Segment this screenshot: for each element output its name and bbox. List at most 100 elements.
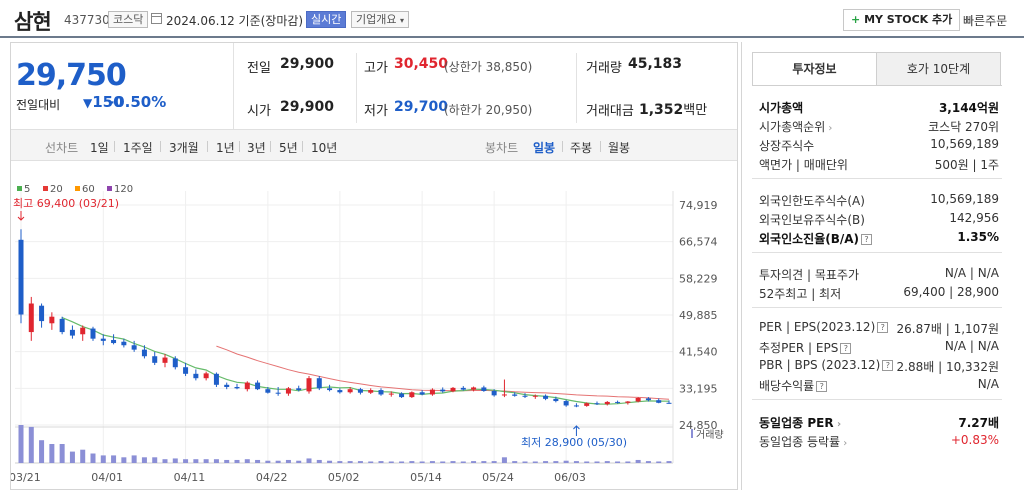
candle-body <box>501 394 507 396</box>
period-1d[interactable]: 1일 <box>90 141 109 155</box>
candle-body <box>512 394 518 396</box>
volume-bar <box>152 457 158 463</box>
divider <box>207 141 208 152</box>
y-tick-label: 33,195 <box>679 382 718 395</box>
change-percent: -0.50% <box>108 93 167 111</box>
volume-bar <box>59 444 65 463</box>
candle-body <box>69 329 75 336</box>
add-mystock-button[interactable]: + MY STOCK 추가 <box>843 9 961 31</box>
quick-order-link[interactable]: 빠른주문 <box>963 14 1008 28</box>
volume-legend-swatch <box>691 429 693 438</box>
tab-orderbook-10[interactable]: 호가 10단계 <box>876 52 1001 86</box>
candle-body <box>141 349 147 357</box>
candle-body <box>357 389 363 393</box>
volume-bar <box>399 461 405 463</box>
period-3y[interactable]: 3년 <box>247 141 266 155</box>
help-icon[interactable]: ? <box>840 343 852 354</box>
period-1y[interactable]: 1년 <box>216 141 235 155</box>
candle-weekly[interactable]: 주봉 <box>570 141 593 155</box>
candle-body <box>234 386 240 389</box>
candle-body <box>172 358 178 368</box>
candle-body <box>183 367 189 374</box>
volume-bar <box>306 458 312 463</box>
current-price: 29,750 <box>16 58 127 93</box>
volume-bar <box>234 459 240 463</box>
candle-body <box>347 389 353 393</box>
max-annotation: 최고 69,400 (03/21) <box>13 197 119 210</box>
divider <box>562 141 563 152</box>
divider <box>752 252 1002 253</box>
candle-daily[interactable]: 일봉 <box>533 141 556 155</box>
high-value: 30,450 <box>394 56 449 72</box>
candle-body <box>49 316 55 324</box>
help-icon[interactable]: ? <box>877 322 889 333</box>
period-5y[interactable]: 5년 <box>279 141 298 155</box>
period-10y[interactable]: 10년 <box>311 141 338 155</box>
volume-bar <box>532 461 538 463</box>
low-value: 29,700 <box>394 99 449 115</box>
candle-body <box>481 387 487 391</box>
info-row-value: 3,144억원 <box>938 101 999 115</box>
realtime-badge[interactable]: 실시간 <box>306 11 347 28</box>
help-icon[interactable]: ? <box>816 381 828 392</box>
divider <box>233 43 234 129</box>
info-row: 상장주식수 10,569,189 <box>759 137 999 155</box>
x-tick-label: 04/22 <box>256 471 288 484</box>
candle-body <box>100 338 106 341</box>
candle-body <box>265 389 271 393</box>
volume-bar <box>49 444 55 463</box>
volume-bar <box>429 461 435 463</box>
volume-bar <box>28 426 34 463</box>
candle-body <box>399 393 405 398</box>
candle-body <box>666 402 672 404</box>
company-info-dropdown[interactable]: 기업개요 ▾ <box>351 11 409 28</box>
info-row[interactable]: 동일업종 PER › 7.27배 <box>759 414 999 432</box>
candle-body <box>203 373 209 379</box>
volume-bar <box>327 460 333 463</box>
period-3m[interactable]: 3개월 <box>169 141 199 155</box>
volume-bar <box>18 425 24 463</box>
legend-swatch <box>43 186 48 191</box>
info-row-label: 52주최고 | 최저 <box>759 287 842 301</box>
x-tick-label: 05/02 <box>328 471 360 484</box>
divider <box>600 141 601 152</box>
volume-bar <box>357 461 363 463</box>
price-chart[interactable]: 74,919 66,574 58,229 49,885 41,540 33,195 24,8… <box>11 43 737 489</box>
divider <box>752 85 1002 86</box>
help-icon[interactable]: ? <box>882 360 894 371</box>
tab-investment-info[interactable]: 투자정보 <box>752 52 877 86</box>
volume-bar <box>388 461 394 463</box>
candle-body <box>28 303 34 333</box>
candle-body <box>471 387 477 390</box>
volume-bar <box>481 461 487 463</box>
candle-body <box>121 341 127 346</box>
candle-body <box>213 373 219 385</box>
legend-swatch <box>75 186 80 191</box>
volume-label: 거래량 <box>586 61 622 76</box>
info-row[interactable]: 시가총액순위 › 코스닥 270위 <box>759 118 999 136</box>
max-arrow-icon <box>17 211 25 221</box>
divider <box>160 141 161 152</box>
amount-label: 거래대금 <box>586 104 634 119</box>
info-row-value: 500원 | 1주 <box>934 158 999 172</box>
market-badge: 코스닥 <box>108 11 149 28</box>
y-tick-label: 74,919 <box>679 199 718 212</box>
x-tick-label: 04/11 <box>174 471 206 484</box>
legend-label: 60 <box>82 184 95 195</box>
candle-monthly[interactable]: 월봉 <box>608 141 631 155</box>
volume-bar <box>213 459 219 463</box>
volume-bar <box>275 460 281 463</box>
y-tick-label: 58,229 <box>679 272 718 285</box>
help-icon[interactable]: ? <box>861 234 873 245</box>
info-row-value: 10,569,189 <box>930 192 999 206</box>
quote-date: 2024.06.12 기준(장마감) <box>166 14 304 28</box>
candle-body <box>111 339 117 344</box>
legend-label: 5 <box>24 184 30 195</box>
candle-body <box>296 388 302 391</box>
volume-bar <box>141 457 147 463</box>
info-row-value: +0.83% <box>950 433 999 447</box>
period-1w[interactable]: 1주일 <box>123 141 153 155</box>
candle-body <box>244 382 250 390</box>
info-row[interactable]: 동일업종 등락률 › +0.83% <box>759 433 999 451</box>
volume-bar <box>656 461 662 463</box>
